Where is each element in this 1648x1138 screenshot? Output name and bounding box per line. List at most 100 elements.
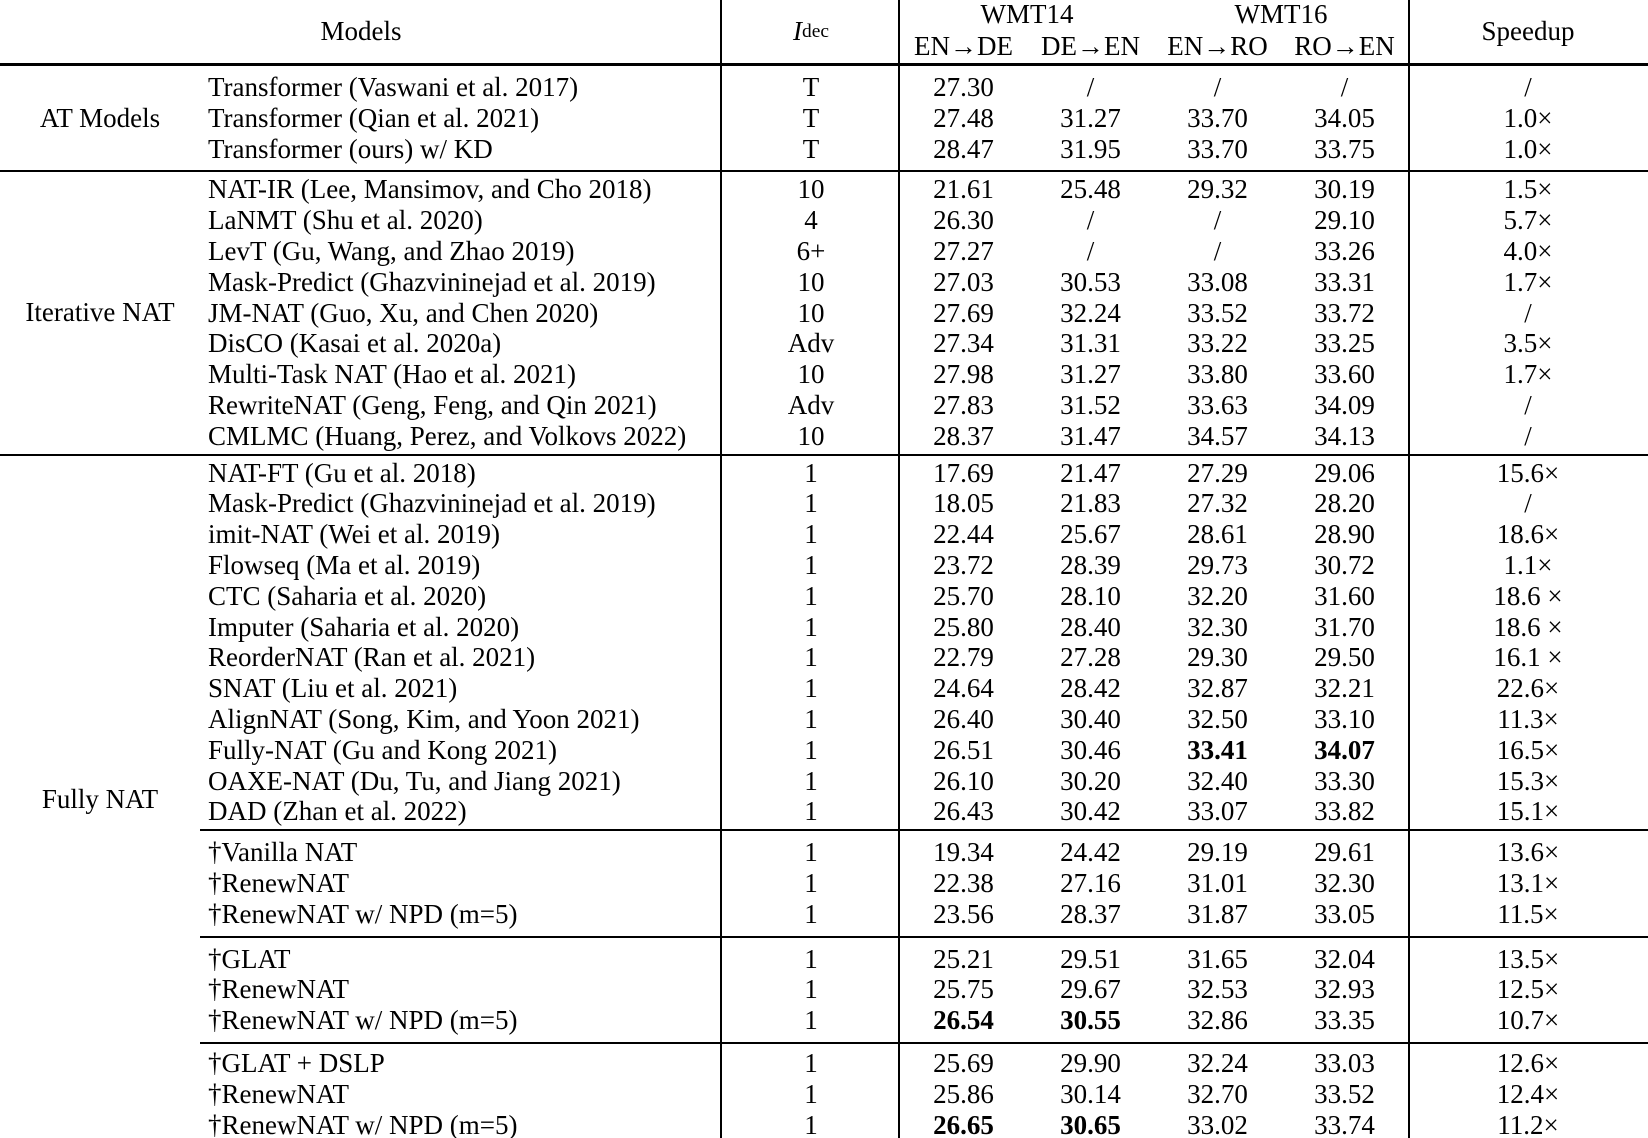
speedup-cell: 11.3× [1497,703,1559,734]
bleu-score-cell: 31.27 [1060,359,1121,390]
bleu-score-cell: 30.14 [1060,1078,1121,1109]
speedup-cell: 15.6× [1496,457,1560,488]
model-name-cell: NAT-IR (Lee, Mansimov, and Cho 2018) [208,174,652,205]
bleu-score-cell: 25.75 [933,974,994,1005]
table-row: CTC (Saharia et al. 2020) 1 25.70 28.10 32.2… [200,581,1648,612]
table-row: †RenewNAT 1 22.38 27.16 31.01 32.30 13.1× [200,868,1648,899]
header-dataset-row: WMT14 WMT16 [900,0,1408,30]
idec-cell: 4 [804,205,818,236]
table-row: †RenewNAT 1 25.75 29.67 32.53 32.93 12.5× [200,974,1648,1005]
bleu-score-cell: 32.86 [1187,1005,1248,1036]
bleu-score-cell: 32.53 [1187,974,1248,1005]
model-name-cell: JM-NAT (Guo, Xu, and Chen 2020) [208,297,599,328]
bleu-score-cell: 32.93 [1314,974,1375,1005]
section-group-label: Fully NAT [41,784,159,815]
bleu-score-cell: 27.29 [1187,457,1248,488]
table-row: LevT (Gu, Wang, and Zhao 2019) 6+ 27.27 / / 3… [200,236,1648,267]
speedup-cell: 16.1 × [1493,642,1563,673]
model-name-cell: †RenewNAT w/ NPD (m=5) [208,898,518,929]
bleu-score-cell: 27.83 [933,389,994,420]
bleu-score-cell: 28.20 [1314,488,1375,519]
column-rule-bleu-speedup [1408,0,1410,1138]
bleu-score-cell: 30.40 [1060,703,1121,734]
bleu-score-cell: 25.48 [1060,174,1121,205]
table-row: CMLMC (Huang, Perez, and Volkovs 2022) 10… [200,421,1648,452]
bleu-score-cell: 32.50 [1187,703,1248,734]
bleu-score-cell: 32.24 [1060,297,1121,328]
bleu-score-cell: 23.72 [933,549,994,580]
speedup-cell: / [1524,488,1532,519]
bleu-score-cell: 33.75 [1314,133,1375,164]
speedup-cell: 1.7× [1503,359,1553,390]
bleu-score-cell: 21.83 [1060,488,1121,519]
row-subgroup: †GLAT 1 25.21 29.51 31.65 32.04 13.5× †RenewNAT… [200,935,1648,1042]
bleu-score-cell: 26.40 [933,703,994,734]
idec-cell: 1 [804,549,818,580]
bleu-score-cell: 28.37 [1060,898,1121,929]
bleu-score-cell: 26.43 [933,796,994,827]
model-name-cell: LaNMT (Shu et al. 2020) [208,205,483,236]
table-row: SNAT (Liu et al. 2021) 1 24.64 28.42 32.87 32… [200,673,1648,704]
bleu-score-cell: / [1340,72,1349,102]
idec-cell: 1 [804,734,818,765]
idec-cell: 1 [804,974,818,1005]
bleu-score-cell: 33.72 [1314,297,1375,328]
model-name-cell: Flowseq (Ma et al. 2019) [208,549,481,580]
bleu-score-cell: / [1086,72,1095,102]
bleu-score-cell: 29.73 [1187,549,1248,580]
bleu-score-cell: 31.87 [1187,898,1248,929]
bleu-score-cell: 33.02 [1187,1109,1248,1138]
bleu-score-cell: 33.05 [1314,898,1375,929]
bleu-score-cell: 33.60 [1314,359,1375,390]
bleu-score-cell: 33.63 [1187,389,1248,420]
header-direction-row: EN→DE DE→EN EN→RO RO→EN [900,30,1408,63]
bleu-score-cell: 31.65 [1187,943,1248,974]
bleu-score-cell: 27.69 [933,297,994,328]
bleu-score-cell: 32.30 [1314,867,1375,898]
bleu-score-cell: 25.80 [933,611,994,642]
section-rows: NAT-FT (Gu et al. 2018) 1 17.69 21.47 27.29 2… [200,456,1648,1138]
table-section: Fully NAT NAT-FT (Gu et al. 2018) 1 17.69 21… [0,453,1648,1138]
table-section: Iterative NAT NAT-IR (Lee, Mansimov, and … [0,170,1648,453]
model-name-cell: CMLMC (Huang, Perez, and Volkovs 2022) [208,420,687,451]
row-subgroup: Transformer (Vaswani et al. 2017) T 27.30 /… [200,66,1648,170]
bleu-score-cell: 30.72 [1314,549,1375,580]
table-body: AT Models Transformer (Vaswani et al. 201… [0,66,1648,1138]
idec-cell: 1 [804,611,818,642]
model-name-cell: OAXE-NAT (Du, Tu, and Jiang 2021) [208,765,621,796]
bleu-score-cell: 30.46 [1060,734,1121,765]
bleu-score-cell: 27.48 [933,102,994,133]
bleu-score-cell: 32.20 [1187,580,1248,611]
model-name-cell: †GLAT + DSLP [208,1047,385,1078]
idec-cell: Adv [787,389,835,420]
idec-cell: 1 [804,796,818,827]
bleu-score-cell: 28.37 [933,420,994,451]
speedup-cell: 1.0× [1503,102,1553,133]
table-section: AT Models Transformer (Vaswani et al. 201… [0,66,1648,170]
bleu-score-cell: 30.53 [1060,266,1121,297]
model-name-cell: RewriteNAT (Geng, Feng, and Qin 2021) [208,389,657,420]
bleu-score-cell: 27.32 [1187,488,1248,519]
table-row: †GLAT 1 25.21 29.51 31.65 32.04 13.5× [200,944,1648,975]
table-row: Mask-Predict (Ghazvininejad et al. 2019)… [200,267,1648,298]
speedup-cell: 1.5× [1503,174,1553,205]
table-row: DAD (Zhan et al. 2022) 1 26.43 30.42 33.07 33… [200,796,1648,827]
bleu-score-cell: 32.04 [1314,943,1375,974]
bleu-score-cell: 25.21 [933,943,994,974]
bleu-score-cell: 30.55 [1060,1005,1121,1036]
idec-cell: 1 [804,898,818,929]
idec-cell: 10 [797,359,825,390]
idec-cell: 1 [804,673,818,704]
bleu-score-cell: 32.87 [1187,673,1248,704]
table-row: NAT-FT (Gu et al. 2018) 1 17.69 21.47 27.29 2… [200,458,1648,489]
model-name-cell: Transformer (ours) w/ KD [208,133,493,164]
table-row: †Vanilla NAT 1 19.34 24.42 29.19 29.61 13.6× [200,837,1648,868]
idec-cell: 1 [804,867,818,898]
idec-cell: 10 [797,420,825,451]
speedup-cell: 1.0× [1503,133,1553,164]
table-row: NAT-IR (Lee, Mansimov, and Cho 2018) 10 21… [200,174,1648,205]
bleu-score-cell: 33.25 [1314,328,1375,359]
speedup-cell: 13.6× [1496,837,1560,868]
